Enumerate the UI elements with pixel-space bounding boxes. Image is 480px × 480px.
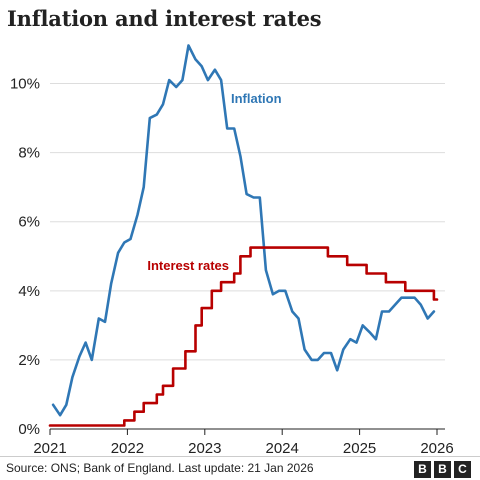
y-axis-ticks: 0% 2% 4% 6% 8% 10% xyxy=(10,76,40,438)
footer-divider xyxy=(0,456,480,457)
x-tick-label: 2021 xyxy=(33,440,66,457)
y-tick-label: 10% xyxy=(10,76,40,93)
interest-rates-label: Interest rates xyxy=(147,258,229,273)
chart-title: Inflation and interest rates xyxy=(7,6,322,31)
y-tick-label: 8% xyxy=(18,145,40,162)
x-tick-label: 2023 xyxy=(188,440,221,457)
inflation-line xyxy=(51,44,436,417)
x-tick-label: 2022 xyxy=(111,440,144,457)
logo-letter: B xyxy=(434,461,451,478)
bbc-logo: B B C xyxy=(414,461,471,478)
y-tick-label: 0% xyxy=(18,421,40,438)
y-tick-label: 4% xyxy=(18,283,40,300)
y-tick-label: 2% xyxy=(18,352,40,369)
x-axis-ticks: 2021 2022 2023 2024 2025 2026 xyxy=(33,429,454,457)
x-tick-label: 2024 xyxy=(266,440,299,457)
x-tick-label: 2025 xyxy=(343,440,376,457)
logo-letter: B xyxy=(414,461,431,478)
series-labels: Inflation Interest rates xyxy=(147,91,281,273)
series-lines xyxy=(48,44,439,427)
y-tick-label: 6% xyxy=(18,214,40,231)
source-note: Source: ONS; Bank of England. Last updat… xyxy=(6,461,314,475)
interest-rates-line xyxy=(48,246,439,427)
x-tick-label: 2026 xyxy=(420,440,453,457)
logo-letter: C xyxy=(454,461,471,478)
inflation-label: Inflation xyxy=(231,91,282,106)
gridlines xyxy=(50,83,445,430)
